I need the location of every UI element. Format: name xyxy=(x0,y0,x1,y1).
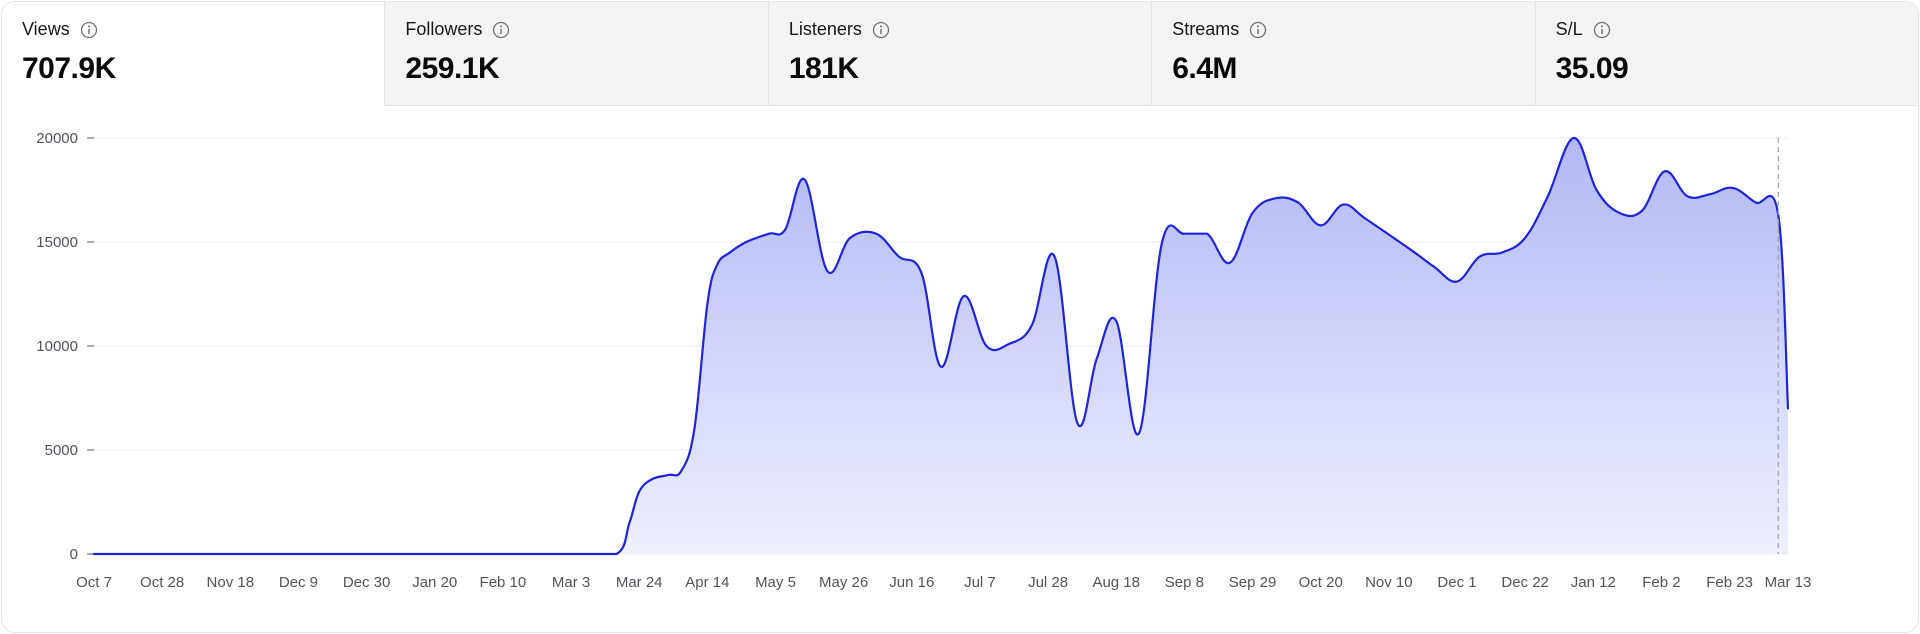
y-tick-label: 20000 xyxy=(36,130,78,147)
x-tick-label: Feb 2 xyxy=(1642,574,1680,591)
x-tick-label: Mar 3 xyxy=(552,574,590,591)
series-area-fill xyxy=(94,137,1788,554)
x-tick-label: Dec 1 xyxy=(1437,574,1476,591)
x-tick-label: Oct 7 xyxy=(76,574,112,591)
tab-followers[interactable]: Followers 259.1K xyxy=(384,2,768,106)
x-tick-label: Jun 16 xyxy=(889,574,934,591)
x-tick-label: Jul 7 xyxy=(964,574,996,591)
x-tick-label: Apr 14 xyxy=(685,574,729,591)
info-circle-icon[interactable] xyxy=(80,21,98,39)
y-tick-label: 0 xyxy=(70,546,78,563)
tab-label: Listeners xyxy=(788,19,862,39)
tab-listeners[interactable]: Listeners 181K xyxy=(767,2,1152,106)
info-circle-icon[interactable] xyxy=(1249,21,1267,39)
series-line xyxy=(92,136,1790,556)
info-circle-icon[interactable] xyxy=(872,21,890,39)
x-tick-label: Feb 10 xyxy=(480,574,527,591)
tab-label: Views xyxy=(22,19,70,39)
y-tick-label: 5000 xyxy=(45,442,78,459)
y-tick-label: 15000 xyxy=(36,234,78,251)
x-tick-label: Oct 20 xyxy=(1299,574,1343,591)
x-tick-label: Jul 28 xyxy=(1028,574,1068,591)
tab-streams[interactable]: Streams 6.4M xyxy=(1151,2,1535,106)
x-tick-label: Mar 24 xyxy=(616,574,663,591)
tab-value: 707.9K xyxy=(22,52,116,85)
x-tick-label: Mar 13 xyxy=(1765,574,1812,591)
x-tick-label: May 5 xyxy=(755,574,796,591)
tab-label: S/L xyxy=(1555,19,1583,39)
x-tick-label: Dec 9 xyxy=(279,574,318,591)
x-tick-label: Feb 23 xyxy=(1706,574,1753,591)
tab-label: Followers xyxy=(405,19,483,39)
x-tick-label: Nov 18 xyxy=(207,574,255,591)
metric-tabs: Views 707.9K Followers 259.1K xyxy=(2,2,1918,107)
tab-value: 259.1K xyxy=(405,52,500,85)
x-tick-label: Aug 18 xyxy=(1092,574,1140,591)
tab-value: 35.09 xyxy=(1555,52,1629,85)
x-tick-label: Oct 28 xyxy=(140,574,184,591)
tab-views[interactable]: Views 707.9K xyxy=(2,2,385,106)
x-tick-label: Sep 29 xyxy=(1229,574,1277,591)
x-tick-label: Dec 30 xyxy=(343,574,391,591)
x-tick-label: Dec 22 xyxy=(1501,574,1549,591)
tab-label: Streams xyxy=(1172,19,1240,39)
x-tick-label: Nov 10 xyxy=(1365,574,1413,591)
x-tick-label: May 26 xyxy=(819,574,868,591)
x-tick-label: Sep 8 xyxy=(1165,574,1204,591)
y-tick-label: 10000 xyxy=(36,338,78,355)
tab-value: 181K xyxy=(788,52,859,85)
tab-value: 6.4M xyxy=(1172,52,1237,85)
tab-s-l[interactable]: S/L 35.09 xyxy=(1534,2,1918,106)
info-circle-icon[interactable] xyxy=(492,21,510,39)
x-tick-label: Jan 20 xyxy=(412,574,457,591)
info-circle-icon[interactable] xyxy=(1593,21,1611,39)
x-tick-label: Jan 12 xyxy=(1571,574,1616,591)
